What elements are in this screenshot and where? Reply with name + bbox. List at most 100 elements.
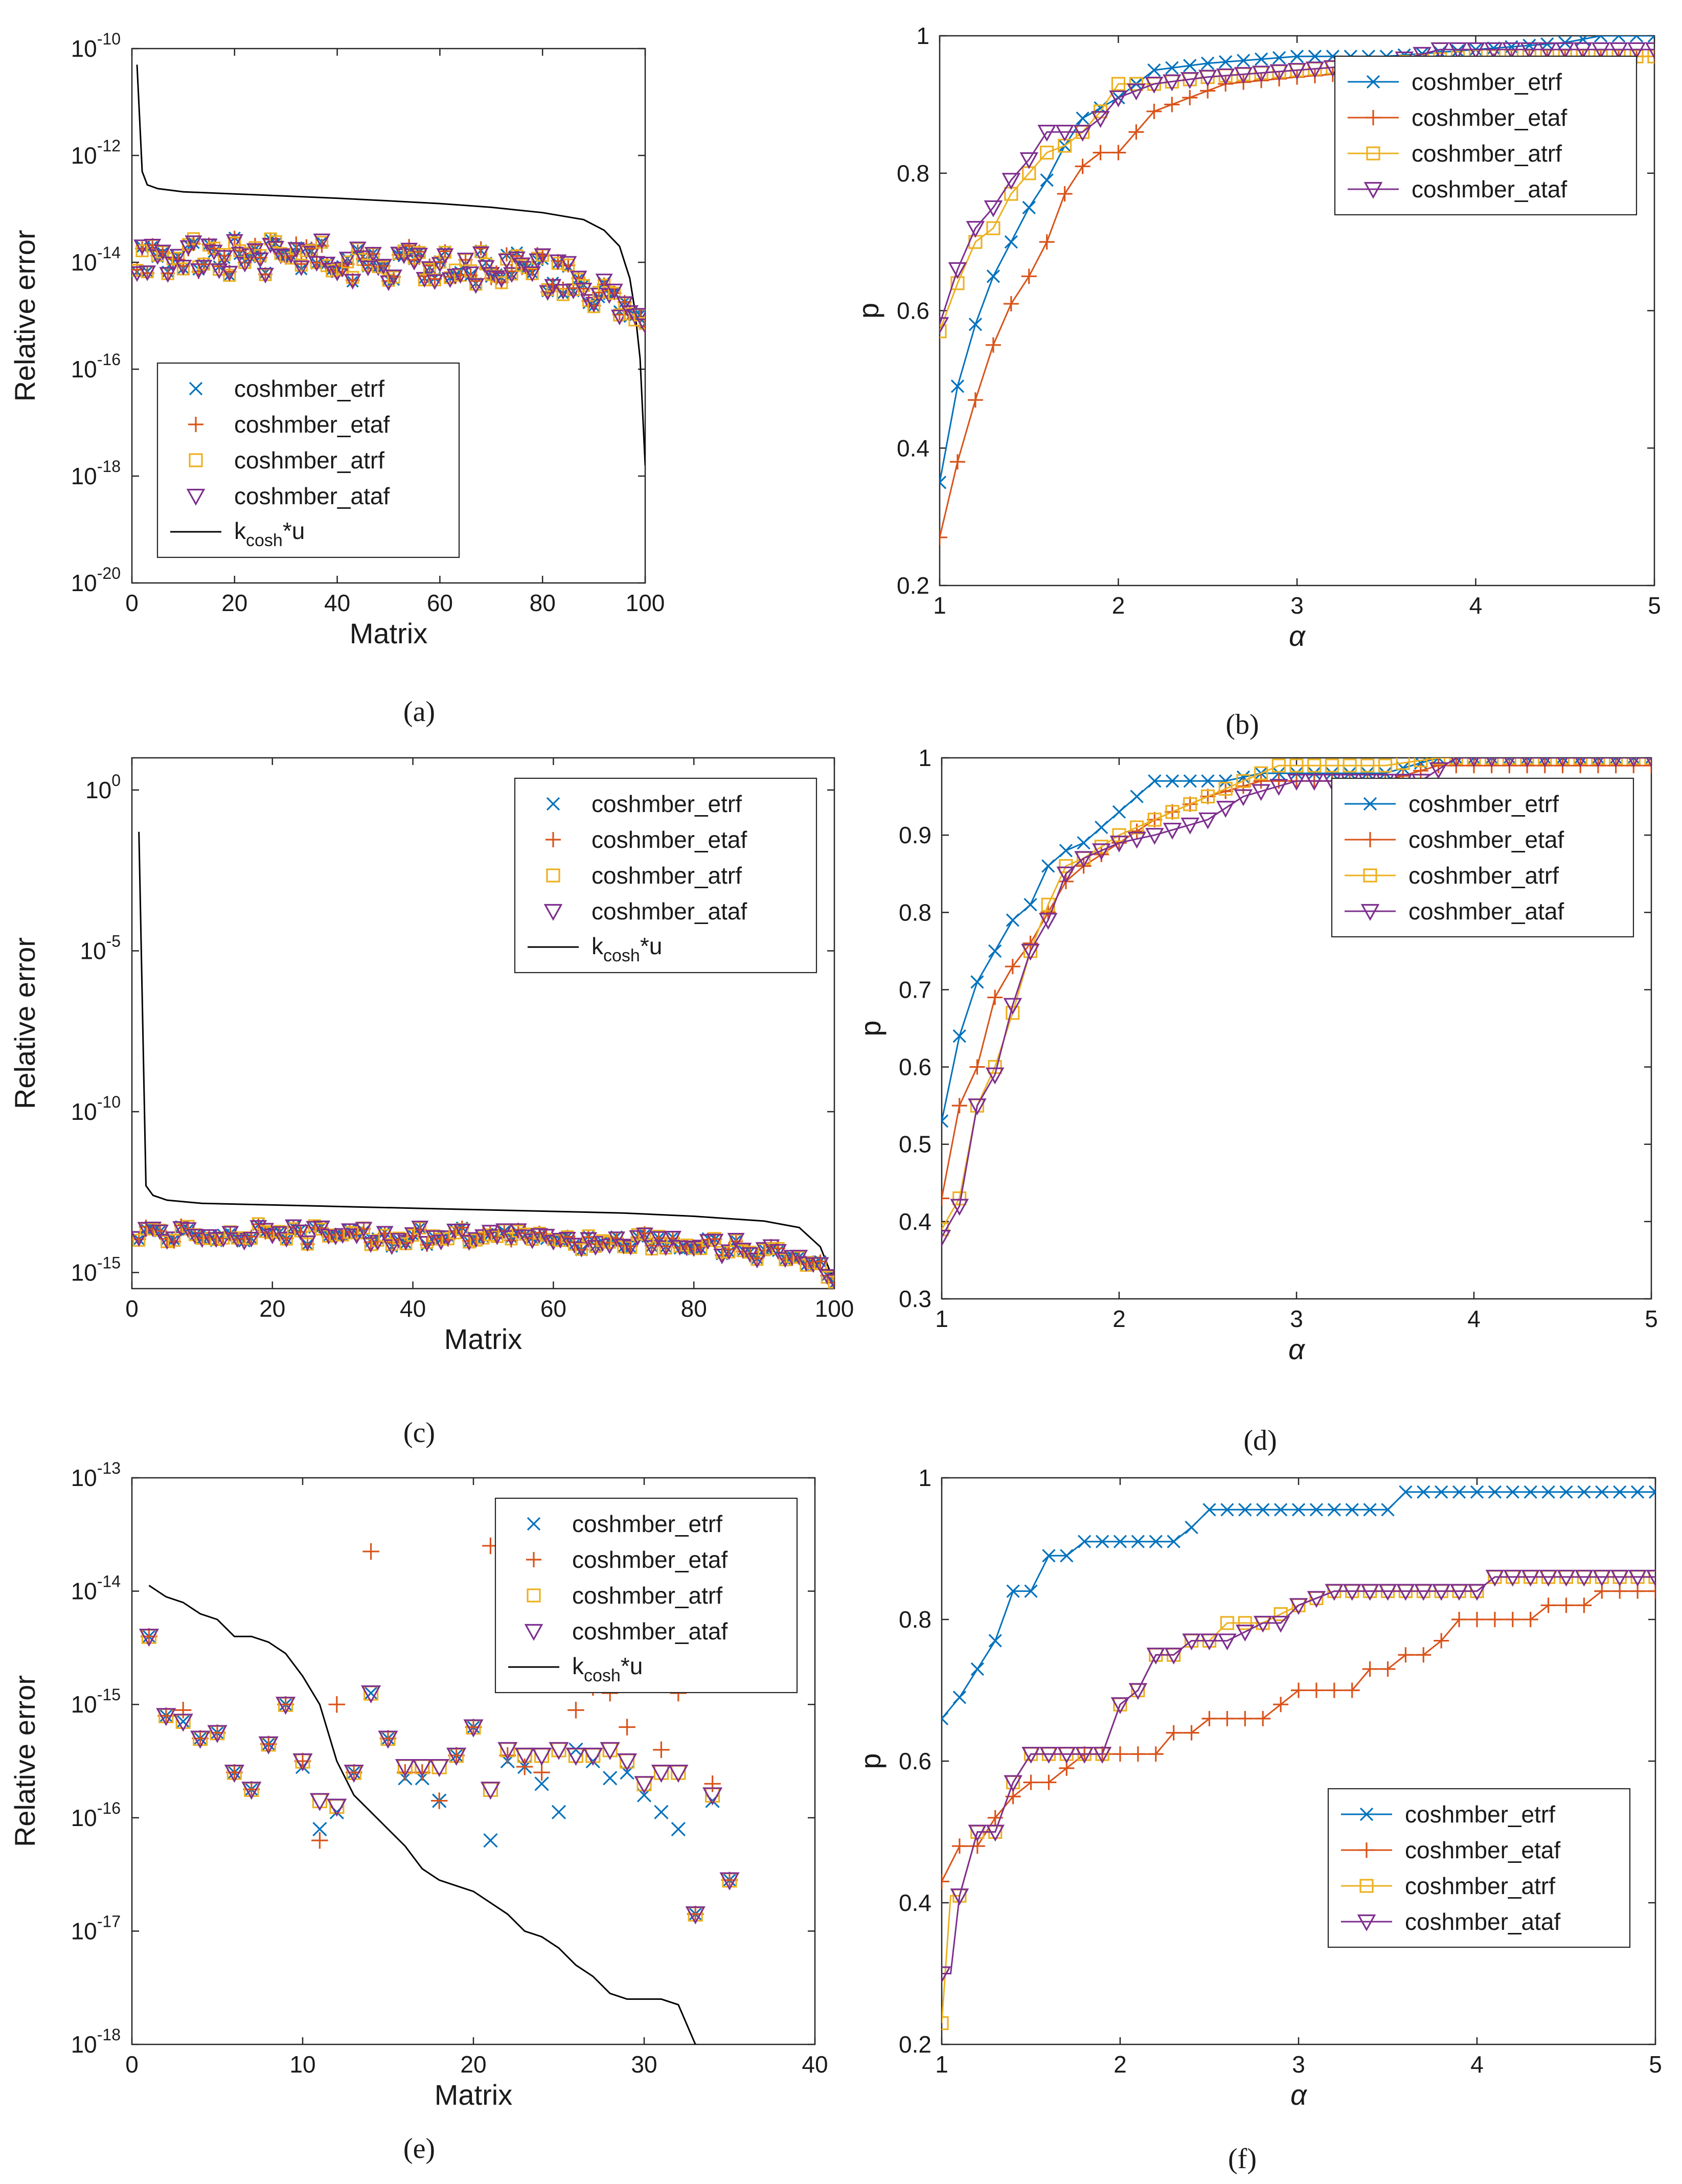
x-tick-label: 0: [125, 2051, 139, 2078]
y-tick-base: 10: [71, 142, 97, 169]
y-tick-base: 10: [71, 249, 97, 276]
y-tick-base: 10: [80, 937, 106, 964]
y-tick-label: 10-13: [71, 1459, 121, 1491]
y-tick-label: 10-16: [71, 350, 121, 382]
panel-caption-f: (f): [1228, 2143, 1257, 2175]
legend-label-coshmber_ataf: coshmber_ataf: [1412, 176, 1567, 202]
figure-canvas: 0 20 40 60 80 10010-2010-1810-1610-1410-1210-…: [0, 0, 1682, 2184]
y-tick-exponent: -10: [97, 30, 121, 48]
legend-label-coshmber_ataf: coshmber_ataf: [572, 1618, 728, 1645]
x-tick-label: 40: [802, 2051, 828, 2078]
y-tick-base: 10: [71, 1691, 97, 1718]
legend-label-coshmber_atrf: coshmber_atrf: [592, 862, 742, 889]
legend-label-coshmber_etaf: coshmber_etaf: [572, 1546, 728, 1573]
y-tick-exponent: -20: [97, 564, 121, 582]
panel-b: 1 2 3 4 50.20.40.60.81αpcoshmber_etrfcoshmbe…: [852, 22, 1663, 740]
x-axis-label: α: [1290, 2079, 1308, 2111]
x-tick-label: 4: [1470, 2051, 1484, 2078]
x-tick-label: 4: [1467, 1305, 1481, 1332]
y-tick-base: 10: [71, 570, 97, 596]
legend-d: coshmber_etrfcoshmber_etafcoshmber_atrfc…: [1332, 778, 1633, 937]
x-tick-label: 20: [259, 1295, 285, 1322]
legend-e: coshmber_etrf coshmber_etaf coshmber_atrfc…: [495, 1498, 797, 1693]
legend-k: k: [572, 1653, 584, 1679]
legend-label-coshmber_ataf: coshmber_ataf: [592, 898, 747, 925]
legend-label-coshmber_ataf: coshmber_ataf: [1408, 898, 1564, 925]
y-tick-label: 0.4: [897, 435, 929, 461]
x-tick-label: 30: [631, 2051, 657, 2078]
y-tick-base: 10: [71, 1918, 97, 1944]
y-tick-label: 0.6: [897, 298, 929, 324]
y-tick-exponent: -14: [97, 1572, 121, 1591]
y-tick-label: 0.5: [899, 1131, 931, 1158]
y-tick-label: 100: [85, 771, 121, 803]
legend-k: k: [592, 933, 604, 959]
x-tick-label: 40: [324, 590, 350, 616]
panel-d: 1 2 3 4 50.30.40.50.60.70.80.91αpcoshmber_et…: [854, 745, 1660, 1456]
legend-a: coshmber_etrf coshmber_etaf coshmber_atrfc…: [157, 363, 459, 557]
y-tick-exponent: -13: [97, 1459, 121, 1477]
legend-label-coshmber_etaf: coshmber_etaf: [1412, 104, 1567, 131]
y-tick-exponent: -5: [106, 932, 121, 950]
y-tick-label: 10-10: [71, 30, 121, 62]
panel-caption-b: (b): [1225, 709, 1259, 740]
x-tick-label: 1: [935, 1305, 948, 1332]
x-tick-label: 0: [125, 590, 139, 616]
panel-c: 0 20 40 60 80 10010-1510-1010-5100MatrixRelat…: [9, 758, 854, 1449]
legend-label-coshmber_atrf: coshmber_atrf: [1408, 862, 1559, 889]
x-tick-label: 1: [933, 592, 946, 619]
y-tick-exponent: -10: [97, 1093, 121, 1111]
x-tick-label: 80: [530, 590, 556, 616]
y-axis-label: Relative error: [9, 1675, 41, 1847]
x-axis-label: α: [1288, 1333, 1306, 1365]
x-tick-label: 2: [1112, 592, 1125, 619]
x-tick-label: 20: [460, 2051, 486, 2078]
x-tick-label: 100: [626, 590, 665, 616]
y-tick-label: 10-12: [71, 137, 121, 169]
legend-label-coshmber_atrf: coshmber_atrf: [234, 447, 384, 474]
legend-label-coshmber_etaf: coshmber_etaf: [1405, 1837, 1560, 1863]
legend-label-coshmber_atrf: coshmber_atrf: [1412, 140, 1562, 167]
x-tick-label: 3: [1290, 1305, 1303, 1332]
x-tick-label: 3: [1292, 2051, 1305, 2078]
y-tick-label: 0.8: [899, 899, 931, 926]
legend-label-coshmber_ataf: coshmber_ataf: [234, 483, 390, 509]
legend-label-coshmber_etaf: coshmber_etaf: [234, 411, 390, 438]
panel-f: 1 2 3 4 50.20.40.60.81αpcoshmber_etrfcoshmbe…: [854, 1465, 1664, 2175]
x-tick-label: 2: [1113, 2051, 1127, 2078]
y-tick-label: 0.8: [899, 1606, 931, 1633]
legend-c: coshmber_etrfcoshmber_etafcoshmber_atrfc…: [515, 778, 816, 973]
y-tick-exponent: -18: [97, 2025, 121, 2044]
y-tick-label: 10-16: [71, 1799, 121, 1831]
legend-label-coshmber_etrf: coshmber_etrf: [1412, 69, 1562, 95]
legend-subscript: cosh: [603, 946, 640, 965]
panel-caption-c: (c): [403, 1417, 435, 1449]
y-tick-label: 1: [916, 22, 929, 49]
legend-label-coshmber_ataf: coshmber_ataf: [1405, 1908, 1560, 1935]
y-tick-exponent: 0: [111, 771, 121, 790]
y-tick-label: 0.2: [899, 2031, 931, 2058]
y-tick-label: 1: [918, 745, 931, 771]
x-tick-label: 3: [1290, 592, 1304, 619]
y-tick-exponent: -18: [97, 457, 121, 476]
y-tick-label: 10-14: [71, 1572, 121, 1605]
x-tick-label: 5: [1648, 592, 1661, 619]
y-tick-label: 10-15: [71, 1685, 121, 1718]
legend-subscript: cosh: [246, 531, 283, 550]
legend-label-coshmber_etrf: coshmber_etrf: [592, 791, 742, 817]
panel-caption-e: (e): [403, 2133, 435, 2165]
x-tick-label: 2: [1112, 1305, 1126, 1332]
y-tick-label: 10-5: [80, 932, 121, 964]
y-axis-label: p: [854, 1020, 887, 1036]
x-tick-label: 60: [540, 1295, 566, 1322]
x-tick-label: 5: [1645, 1305, 1658, 1332]
y-tick-label: 10-15: [71, 1254, 121, 1286]
y-axis-label: Relative error: [9, 937, 41, 1109]
x-tick-label: 5: [1649, 2051, 1662, 2078]
panel-caption-d: (d): [1243, 1425, 1277, 1456]
x-tick-label: 60: [427, 590, 453, 616]
legend-label-coshmber_etrf: coshmber_etrf: [234, 375, 384, 402]
legend-label-coshmber_etrf: coshmber_etrf: [1408, 791, 1559, 817]
y-tick-base: 10: [71, 1578, 97, 1605]
legend-subscript: cosh: [584, 1666, 621, 1685]
